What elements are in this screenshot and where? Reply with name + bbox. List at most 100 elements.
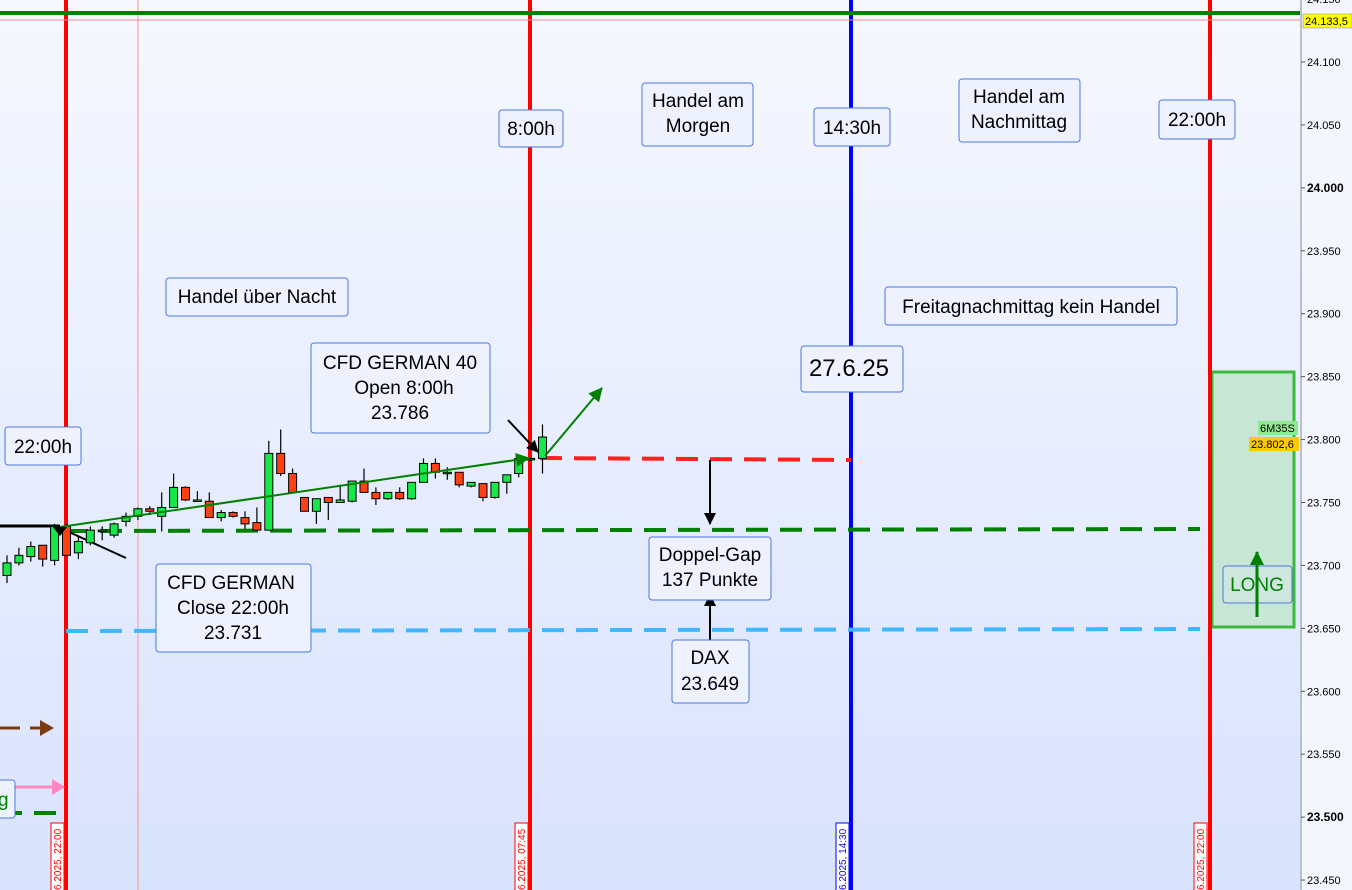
candle	[490, 481, 500, 499]
label-text: 137 Punkte	[662, 570, 758, 591]
candle	[50, 523, 60, 566]
axis-tick-label: 23.750	[1307, 497, 1341, 509]
timer-text: 6M35S	[1260, 423, 1295, 435]
label-text: Freitagnachmittag kein Handel	[902, 297, 1160, 318]
label-text: 22:00h	[1168, 110, 1226, 131]
label-friday[interactable]: Freitagnachmittag kein Handel	[884, 286, 1178, 326]
candle-body	[454, 471, 464, 486]
candle	[73, 535, 83, 560]
level-close-23731[interactable]	[65, 527, 1201, 533]
label-text: 8:00h	[507, 119, 555, 140]
candle	[383, 491, 393, 500]
candle	[97, 526, 107, 541]
axis-tick-label: 23.650	[1307, 623, 1341, 635]
label-left-fragment[interactable]: g	[0, 779, 16, 819]
label-us-open[interactable]: 14:30h	[813, 107, 891, 147]
price-tag-last: 23.802,6	[1249, 437, 1299, 451]
date-text: 6.2025, 07:45	[517, 828, 528, 890]
price-axis[interactable]: 24.150 24.100 24.050 24.000 23.950 23.900 23.8…	[1301, 0, 1344, 887]
candle	[228, 511, 238, 518]
label-date[interactable]: 27.6.25	[800, 345, 904, 393]
candle-body	[50, 525, 60, 561]
candle-body	[38, 544, 48, 560]
axis-tick-label: 23.800	[1307, 435, 1341, 447]
candle	[454, 471, 464, 488]
candle-body	[442, 471, 452, 475]
axis-tick-label: 23.600	[1307, 686, 1341, 698]
label-gap[interactable]: Doppel-Gap 137 Punkte	[648, 536, 772, 601]
candle	[26, 541, 36, 562]
label-afternoon[interactable]: Handel am Nachmittag	[958, 78, 1081, 143]
candle-body	[109, 523, 119, 536]
candle	[466, 481, 476, 488]
label-text: 22:00h	[14, 437, 72, 458]
date-label-0745: 6.2025, 07:45	[514, 822, 529, 890]
price-tag-text: 24.133,5	[1305, 16, 1348, 28]
label-text: Close 22:00h	[177, 598, 289, 619]
price-tag-top: 24.133,5	[1302, 13, 1352, 29]
black-triangle-icon	[53, 527, 67, 536]
candle	[371, 487, 381, 505]
candle-body	[2, 562, 12, 576]
label-cfd-open[interactable]: CFD GERMAN 40 Open 8:00h 23.786	[310, 342, 491, 434]
candle	[169, 473, 179, 509]
candle-body	[276, 452, 286, 475]
candle-body	[192, 499, 202, 502]
candle	[252, 507, 262, 531]
label-close-left[interactable]: 22:00h	[4, 426, 82, 466]
candle-body	[502, 474, 512, 483]
candle-body	[359, 480, 369, 493]
candle	[2, 555, 12, 584]
candle-body	[169, 486, 179, 509]
candle	[276, 429, 286, 477]
candle	[300, 496, 309, 512]
candle-body	[216, 512, 226, 519]
brown-arrow-head-icon	[40, 720, 54, 736]
black-arrow-open	[507, 419, 539, 453]
label-text: 27.6.25	[809, 355, 889, 382]
candle-body	[395, 491, 405, 500]
candle	[192, 491, 202, 502]
candle	[335, 484, 345, 503]
label-text: Nachmittag	[971, 112, 1067, 133]
date-label-2200-left: 6.2025, 22:00	[50, 822, 65, 890]
date-label-2200-right: 6.2025, 22:00	[1193, 822, 1208, 890]
axis-tick-label: 24.100	[1307, 57, 1341, 69]
candle-body	[490, 481, 500, 498]
candle-body	[204, 500, 214, 519]
candle	[240, 511, 250, 529]
label-dax[interactable]: DAX 23.649	[671, 639, 750, 704]
level-open-23786[interactable]	[539, 456, 852, 462]
axis-tick-label: 23.700	[1307, 560, 1341, 572]
candle-body	[478, 483, 488, 498]
label-open-time[interactable]: 8:00h	[498, 109, 564, 148]
candle-body	[252, 522, 262, 531]
candle-body	[97, 529, 107, 533]
candle-body	[300, 496, 309, 512]
candle	[502, 474, 512, 494]
candle-body	[73, 540, 83, 554]
plot-background	[0, 0, 1300, 890]
label-text: Doppel-Gap	[659, 545, 761, 566]
candle-body	[85, 529, 95, 544]
up-arrow-green	[544, 387, 603, 457]
candle-body	[181, 486, 190, 501]
label-cfd-close[interactable]: CFD GERMAN Close 22:00h 23.731	[155, 563, 312, 653]
label-close-right[interactable]: 22:00h	[1158, 99, 1236, 140]
label-text: 23.649	[681, 674, 739, 695]
label-overnight[interactable]: Handel über Nacht	[165, 277, 349, 317]
candle	[181, 486, 190, 502]
candle-body	[335, 499, 345, 503]
label-text: Handel am	[973, 87, 1065, 108]
label-text: 23.731	[204, 623, 262, 644]
candle	[395, 487, 405, 500]
candle-body	[466, 481, 476, 487]
axis-tick-label: 23.500	[1307, 810, 1344, 824]
candle	[85, 526, 95, 546]
axis-tick-label: 23.950	[1307, 246, 1341, 258]
date-text: 6.2025, 14:30	[838, 828, 849, 890]
label-text: Open 8:00h	[354, 378, 453, 399]
candle-body	[26, 546, 36, 558]
label-morning[interactable]: Handel am Morgen	[641, 82, 754, 147]
